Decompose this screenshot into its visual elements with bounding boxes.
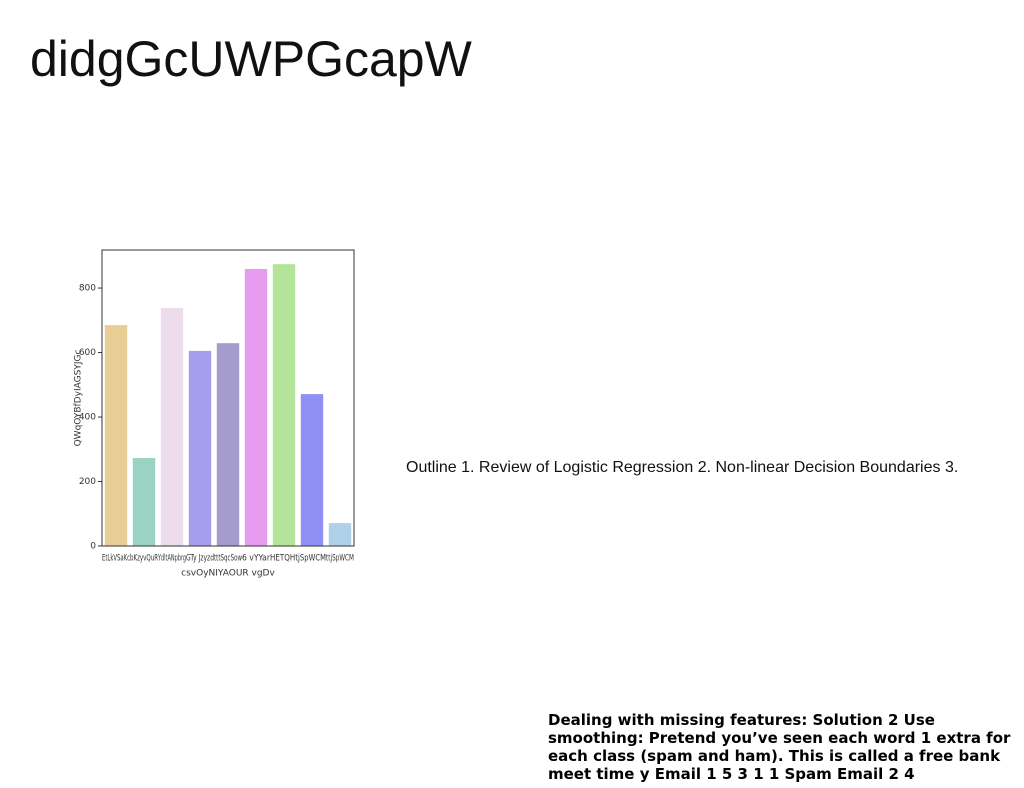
x-tick-label: bKzyvQuR bbox=[130, 554, 158, 564]
y-axis-label: QWqOYBfDyIAGSYJGc bbox=[74, 350, 84, 447]
bar bbox=[104, 325, 128, 546]
x-tick-label: YdltANpbrg bbox=[157, 554, 186, 564]
x-tick-label: tttSqcSow bbox=[214, 554, 242, 564]
body-text: Outline 1. Review of Logistic Regression… bbox=[406, 459, 959, 476]
bar bbox=[300, 394, 324, 546]
x-tick-label: GTy Jzyzd bbox=[186, 554, 214, 564]
bar bbox=[216, 343, 240, 546]
bar bbox=[160, 308, 184, 546]
bar bbox=[132, 457, 156, 546]
y-tick-label: 400 bbox=[79, 413, 96, 423]
x-tick-label: 6 vYYar bbox=[242, 554, 270, 564]
plot-frame bbox=[101, 249, 355, 547]
slide-title: didgGcUWPGcapW bbox=[30, 31, 472, 87]
x-tick-label: jSpWCM bbox=[297, 554, 326, 564]
y-tick-label: 800 bbox=[79, 284, 96, 294]
footer-text: Dealing with missing features: Solution … bbox=[548, 711, 1011, 783]
y-tick-label: 600 bbox=[79, 348, 96, 358]
x-tick-label: EtLkVSaKc bbox=[102, 554, 130, 564]
y-tick-label: 200 bbox=[79, 477, 96, 487]
bar bbox=[188, 350, 212, 546]
bar bbox=[272, 264, 296, 546]
bar bbox=[244, 269, 268, 546]
x-axis-label: csvOyNIYAOUR vgDv bbox=[181, 569, 275, 579]
x-tick-label: HETQHt bbox=[270, 554, 298, 564]
bar bbox=[328, 523, 352, 546]
x-tick-label: ttjSpWCM bbox=[326, 554, 354, 564]
y-tick-label: 0 bbox=[90, 542, 96, 552]
